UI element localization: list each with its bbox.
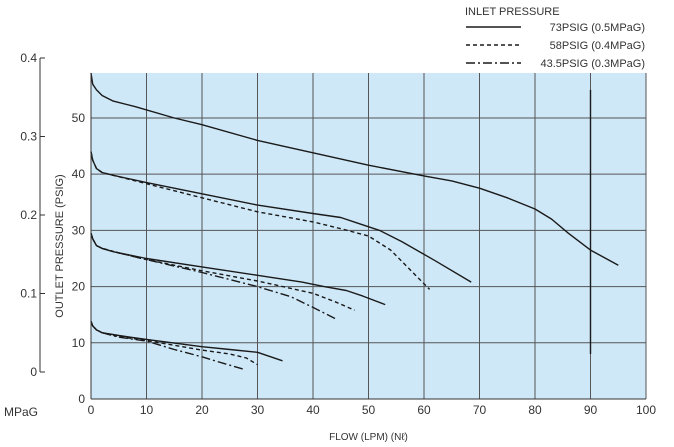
y-tick-label: 20 bbox=[72, 280, 86, 294]
legend-title: INLET PRESSURE bbox=[465, 6, 560, 18]
series-1-curve-0 bbox=[90, 151, 431, 290]
series-0-curve-1 bbox=[90, 151, 472, 283]
x-tick-label: 30 bbox=[251, 403, 265, 417]
x-tick-label: 10 bbox=[140, 403, 154, 417]
x-tick-label: 50 bbox=[362, 403, 376, 417]
y-tick-label: 50 bbox=[72, 111, 86, 125]
x-tick-label: 100 bbox=[636, 403, 656, 417]
y-axis-label: OUTLET PRESSURE (PSIG) bbox=[54, 174, 66, 317]
legend-label: 73PSIG (0.5MPaG) bbox=[550, 22, 645, 34]
x-tick-label: 80 bbox=[528, 403, 542, 417]
y-tick-label: 0 bbox=[78, 392, 85, 406]
secondary-tick-label: 0.1 bbox=[20, 287, 37, 301]
x-tick-label: 70 bbox=[473, 403, 487, 417]
y-tick-label: 30 bbox=[72, 223, 86, 237]
legend-label: 43.5PSIG (0.3MPaG) bbox=[540, 58, 645, 70]
x-tick-label: 20 bbox=[195, 403, 209, 417]
x-tick-label: 0 bbox=[88, 403, 95, 417]
series-0-curve-0 bbox=[90, 72, 619, 266]
x-tick-label: 60 bbox=[417, 403, 431, 417]
secondary-tick-label: 0.2 bbox=[20, 208, 37, 222]
y-tick-label: 10 bbox=[72, 336, 86, 350]
legend-label: 58PSIG (0.4MPaG) bbox=[550, 40, 645, 52]
x-axis-label: FLOW (LPM) (Nℓ) bbox=[329, 432, 408, 443]
x-tick-label: 90 bbox=[584, 403, 598, 417]
y-tick-label: 40 bbox=[72, 167, 86, 181]
series-2-curve-1 bbox=[90, 321, 244, 370]
x-tick-label: 40 bbox=[306, 403, 320, 417]
series-1-curve-1 bbox=[90, 232, 355, 311]
series-2-curve-0 bbox=[90, 232, 336, 320]
secondary-tick-label: 0.4 bbox=[20, 51, 37, 65]
secondary-tick-label: 0.3 bbox=[20, 130, 37, 144]
secondary-axis-unit: MPaG bbox=[4, 405, 38, 419]
secondary-tick-label: 0 bbox=[30, 365, 37, 379]
